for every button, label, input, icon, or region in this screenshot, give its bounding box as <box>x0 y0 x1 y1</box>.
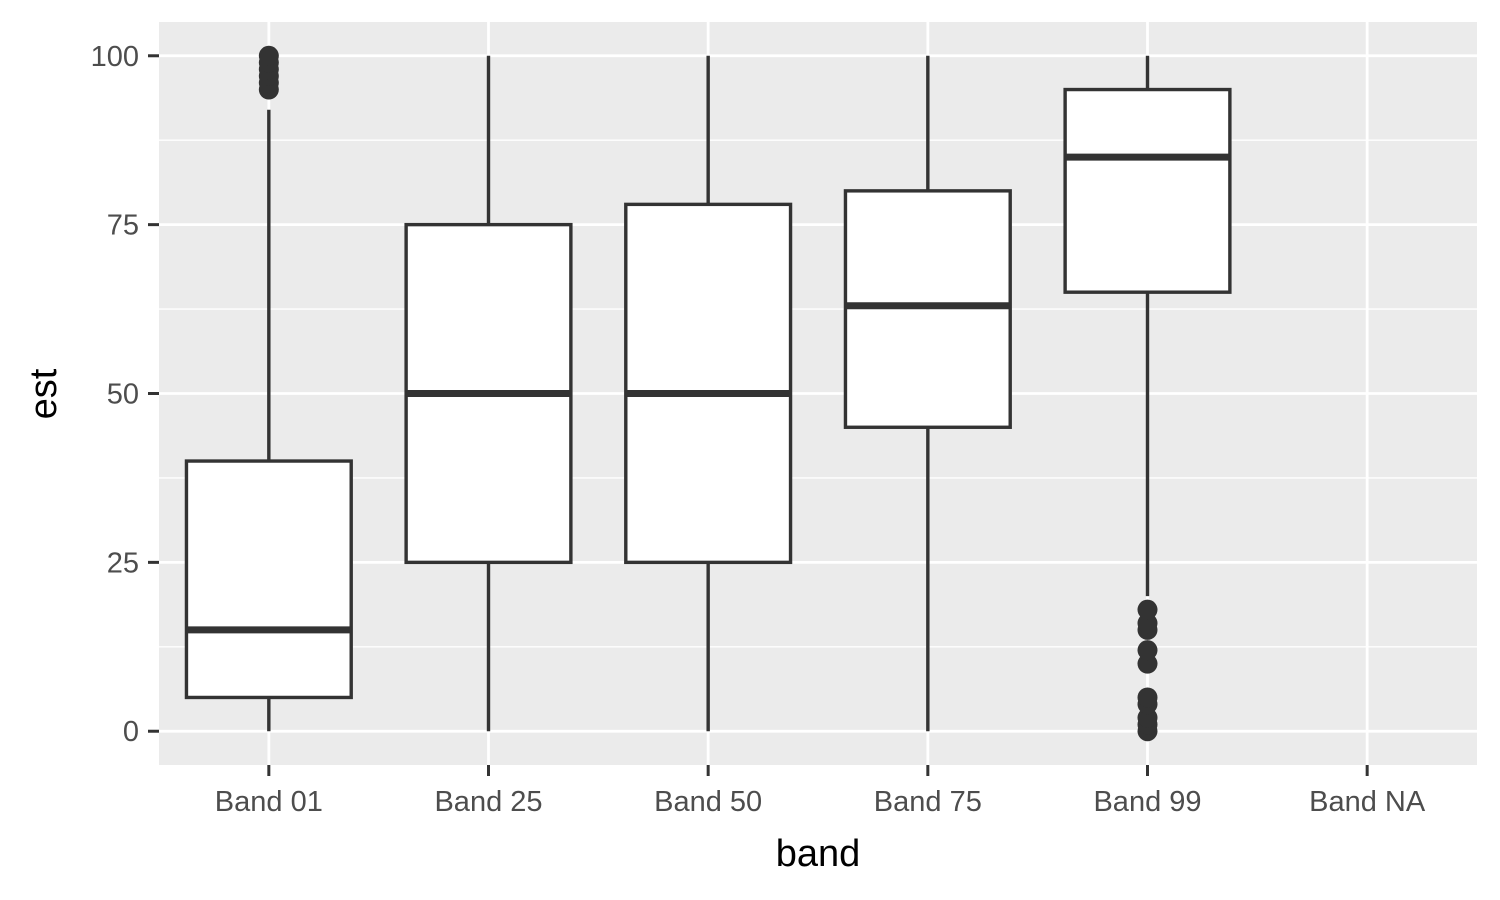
outlier-point <box>258 45 279 66</box>
box-band-50 <box>624 55 793 732</box>
box-body <box>184 459 353 700</box>
x-tick-label: Band 01 <box>215 786 323 818</box>
box-body <box>624 202 793 565</box>
x-tick-label: Band 25 <box>434 786 542 818</box>
x-axis-title: band <box>776 833 861 875</box>
y-tick-label: 0 <box>123 716 139 748</box>
x-tick-label: Band 99 <box>1093 786 1201 818</box>
x-tick-label: Band 50 <box>654 786 762 818</box>
outlier-point <box>1137 687 1158 708</box>
y-tick-label: 50 <box>107 379 139 411</box>
x-tick-label: Band 75 <box>874 786 982 818</box>
outlier-point <box>1137 599 1158 620</box>
outlier-point <box>1137 640 1158 661</box>
y-tick-label: 25 <box>107 547 139 579</box>
boxes <box>184 45 1232 742</box>
box-band-25 <box>404 55 573 732</box>
box-body <box>1063 87 1232 294</box>
x-tick-label: Band NA <box>1309 786 1426 818</box>
box-band-99 <box>1063 55 1232 742</box>
y-tick-label: 75 <box>107 210 139 242</box>
axes: 0 25 50 75 100 Band 01 Band 25 Band 50 Band 75 Ba… <box>91 41 1426 818</box>
y-tick-label: 100 <box>91 41 139 73</box>
y-axis-title: est <box>23 368 65 419</box>
box-band-75 <box>843 55 1012 732</box>
box-band-01 <box>184 45 353 732</box>
